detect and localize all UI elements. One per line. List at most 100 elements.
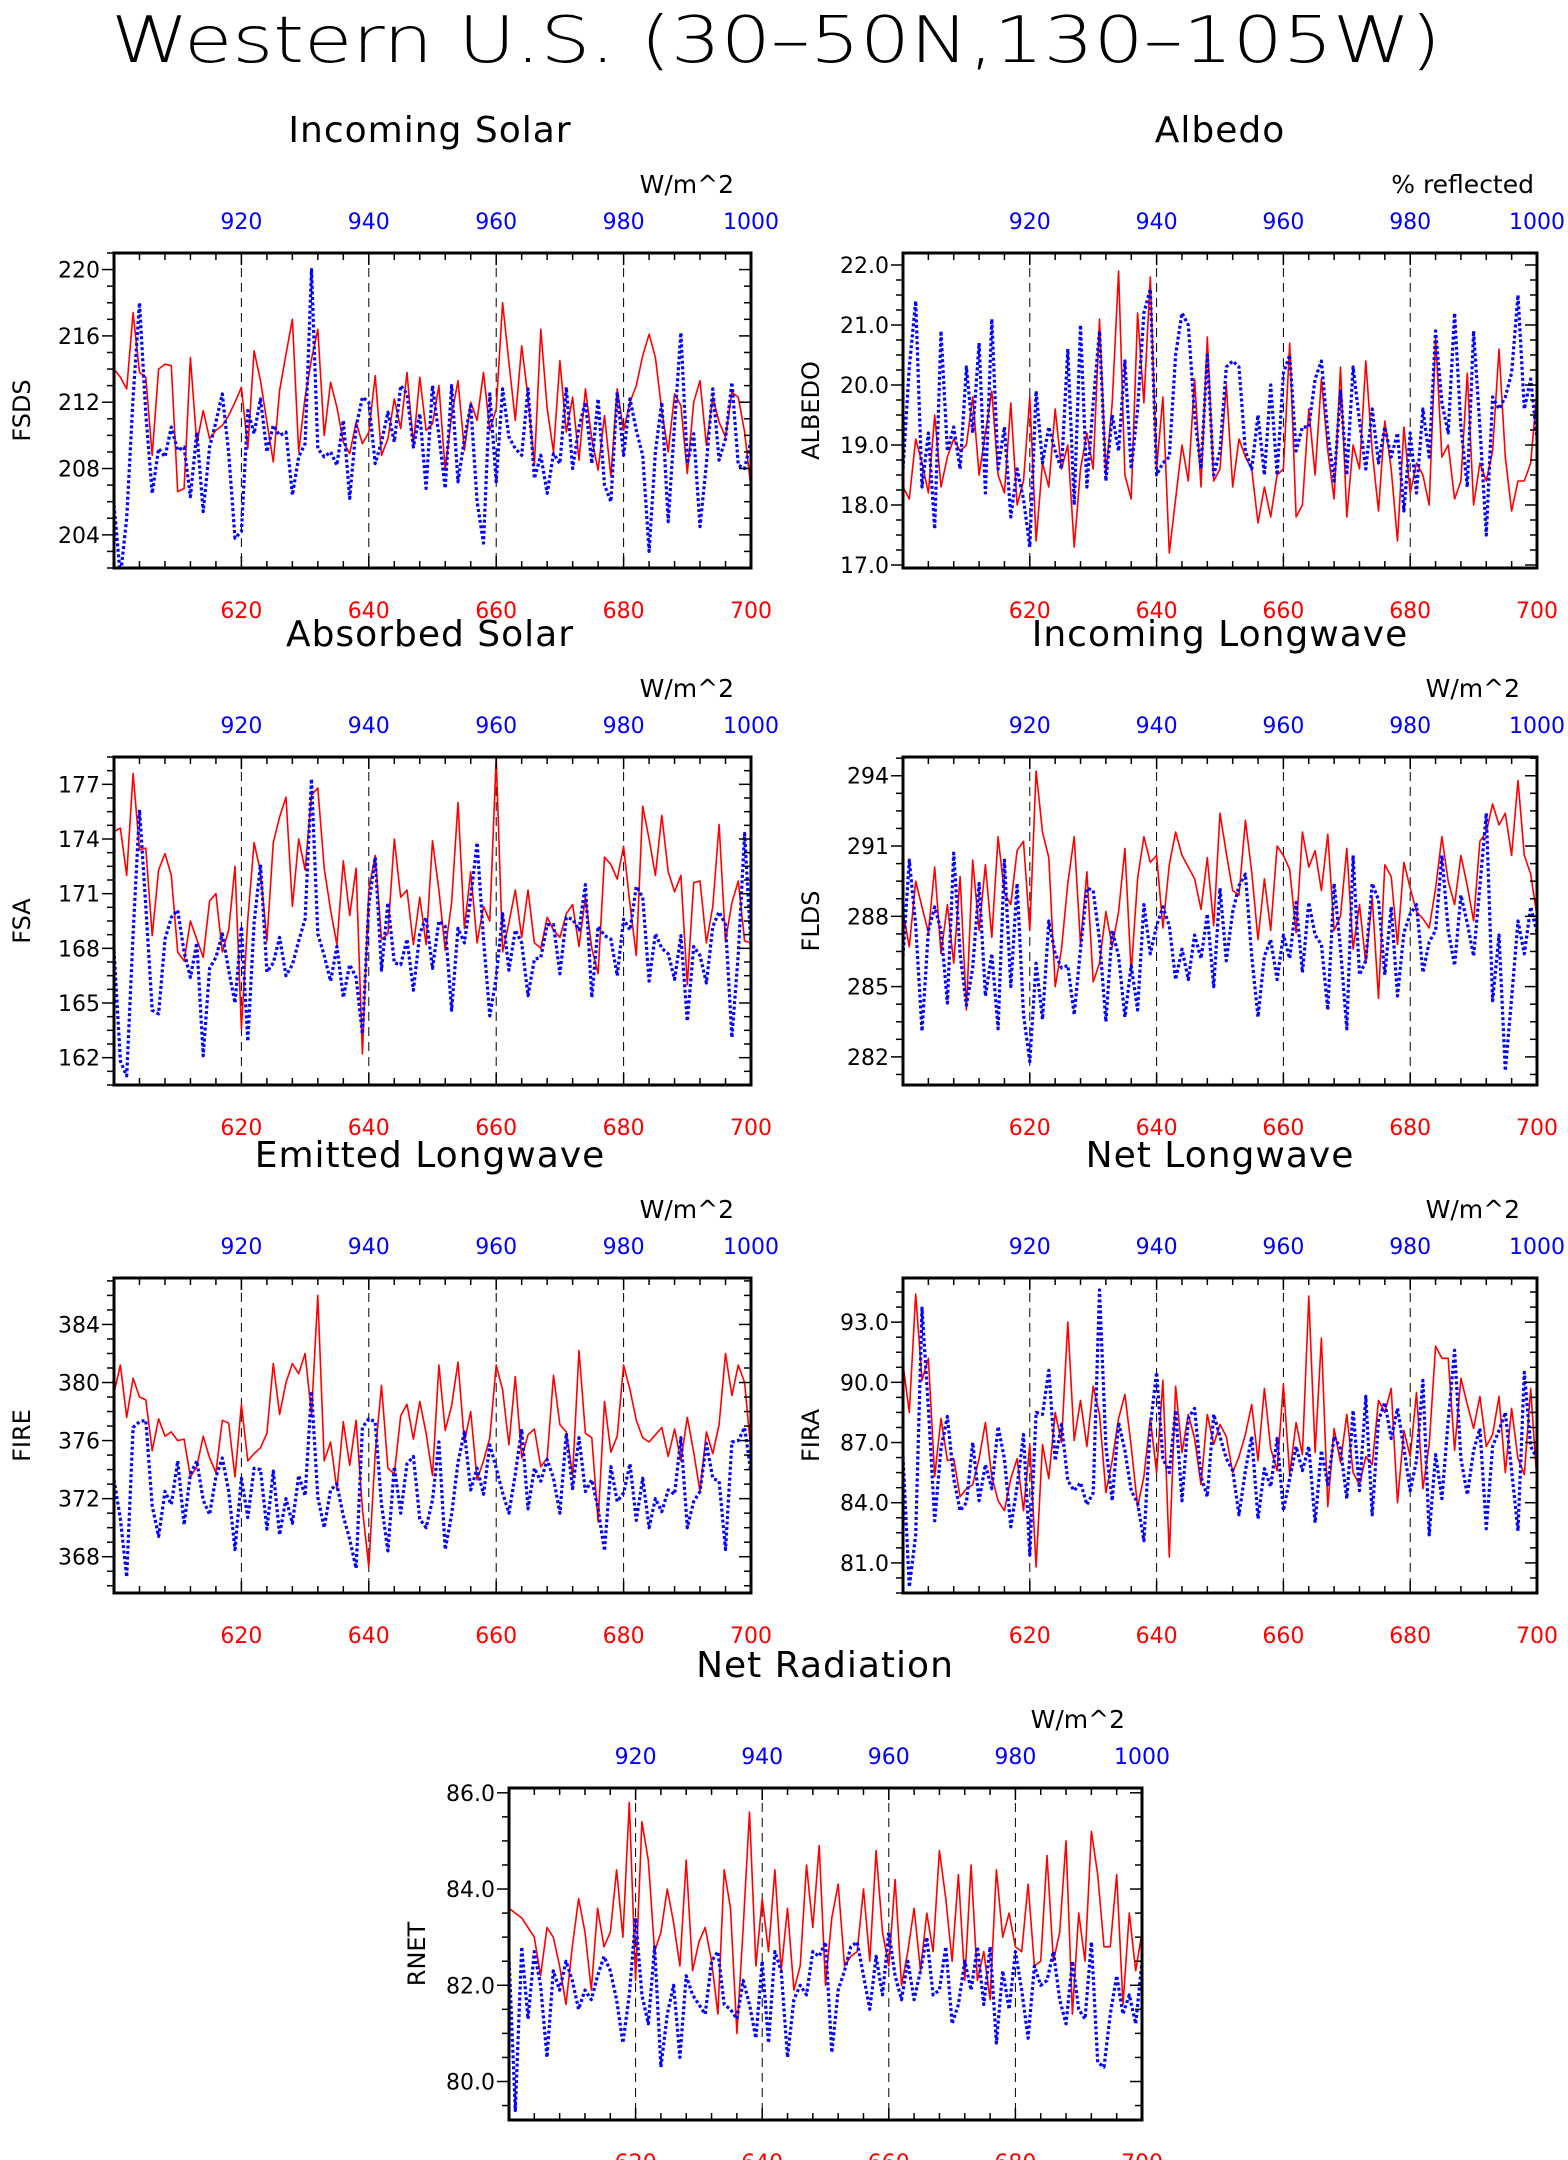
x-tick-label-top: 940: [348, 210, 390, 235]
y-tick-label: 208: [58, 458, 100, 483]
y-tick-label: 87.0: [840, 1432, 889, 1457]
x-tick-label-top: 980: [1389, 714, 1431, 739]
x-tick-label-bottom: 660: [868, 2151, 910, 2160]
x-tick-label-bottom: 680: [1389, 1624, 1431, 1649]
y-tick-label: 282: [847, 1046, 889, 1071]
y-axis-label: ALBEDO: [797, 361, 825, 460]
x-tick-label-top: 940: [741, 1745, 783, 1770]
chart-fsa: Absorbed Solar W/m^2 620 640 660 680 700 920 940…: [8, 614, 779, 1141]
blue-series-line: [114, 268, 751, 568]
y-tick-label: 90.0: [840, 1371, 889, 1396]
y-tick-label: 162: [58, 1047, 100, 1072]
y-tick-label: 171: [58, 883, 100, 908]
chart-flds: Incoming Longwave W/m^2 620 640 660 680 700 920…: [797, 614, 1565, 1141]
y-tick-label: 384: [58, 1313, 100, 1338]
red-series-line: [509, 1801, 1142, 2035]
x-tick-label-bottom: 660: [1262, 1116, 1304, 1141]
x-tick-label-bottom: 640: [1136, 1116, 1178, 1141]
y-tick-label: 204: [58, 524, 100, 549]
y-tick-label: 168: [58, 937, 100, 962]
blue-series-line: [114, 1389, 751, 1579]
x-tick-label-bottom: 640: [1136, 1624, 1178, 1649]
x-tick-label-top: 940: [1136, 1235, 1178, 1260]
x-tick-label-bottom: 700: [1516, 599, 1558, 624]
x-tick-label-top: 980: [1389, 1235, 1431, 1260]
y-tick-label: 216: [58, 325, 100, 350]
blue-series-line: [903, 287, 1537, 549]
blue-series-line: [903, 1288, 1537, 1589]
y-tick-label: 368: [58, 1546, 100, 1571]
x-tick-label-top: 980: [603, 210, 645, 235]
x-tick-label-top: 1000: [723, 714, 779, 739]
x-tick-label-top: 960: [1262, 1235, 1304, 1260]
x-tick-label-bottom: 700: [1516, 1624, 1558, 1649]
x-tick-label-top: 920: [220, 1235, 262, 1260]
x-tick-label-bottom: 660: [475, 1624, 517, 1649]
y-tick-label: 372: [58, 1488, 100, 1513]
y-tick-label: 18.0: [840, 494, 889, 519]
x-tick-label-bottom: 680: [603, 1116, 645, 1141]
blue-series-line: [903, 811, 1537, 1073]
y-tick-label: 380: [58, 1372, 100, 1397]
y-tick-label: 174: [58, 828, 100, 853]
x-tick-label-top: 980: [994, 1745, 1036, 1770]
x-tick-label-top: 940: [1136, 210, 1178, 235]
x-tick-label-bottom: 620: [1009, 1624, 1051, 1649]
y-tick-label: 82.0: [446, 1974, 495, 1999]
x-tick-label-bottom: 680: [603, 599, 645, 624]
y-axis-label: FLDS: [797, 891, 825, 952]
units-label: W/m^2: [1426, 674, 1520, 703]
y-tick-label: 212: [58, 391, 100, 416]
x-tick-label-bottom: 700: [730, 1624, 772, 1649]
chart-fire: Emitted Longwave W/m^2 620 640 660 680 700 920 9…: [8, 1135, 779, 1649]
red-series-line: [114, 1294, 751, 1568]
chart-title: Absorbed Solar: [286, 614, 574, 655]
y-tick-label: 294: [847, 765, 889, 790]
x-tick-label-bottom: 680: [994, 2151, 1036, 2160]
y-tick-label: 220: [58, 259, 100, 284]
y-tick-label: 17.0: [840, 554, 889, 579]
red-series-line: [114, 301, 751, 493]
y-axis-label: FSDS: [8, 379, 36, 441]
x-tick-label-top: 960: [868, 1745, 910, 1770]
x-tick-label-top: 960: [475, 714, 517, 739]
x-tick-label-bottom: 640: [741, 2151, 783, 2160]
x-tick-label-top: 980: [603, 1235, 645, 1260]
x-tick-label-top: 980: [1389, 210, 1431, 235]
y-tick-label: 288: [847, 905, 889, 930]
chart-rnet: Net Radiation W/m^2 620 640 660 680 700 920 940 9…: [403, 1645, 1170, 2160]
plot-frame: [901, 251, 1539, 570]
page-title-text: Western U.S. (30–50N,130–105W): [111, 4, 1441, 78]
red-series-line: [903, 270, 1537, 554]
plot-frame: [112, 251, 753, 570]
x-tick-label-bottom: 620: [615, 2151, 657, 2160]
x-tick-label-bottom: 700: [730, 599, 772, 624]
x-tick-label-top: 920: [615, 1745, 657, 1770]
red-series-line: [903, 770, 1537, 1011]
x-tick-label-top: 960: [475, 210, 517, 235]
units-label: W/m^2: [1031, 1705, 1125, 1734]
units-label: W/m^2: [1426, 1195, 1520, 1224]
chart-title: Incoming Longwave: [1032, 614, 1409, 655]
y-tick-label: 376: [58, 1430, 100, 1455]
chart-fira: Net Longwave W/m^2 620 640 660 680 700 920 940 96…: [797, 1135, 1565, 1649]
plot-frame: [901, 755, 1539, 1087]
units-label: W/m^2: [640, 170, 734, 199]
x-tick-label-bottom: 620: [1009, 599, 1051, 624]
x-tick-label-top: 1000: [1509, 714, 1565, 739]
plot-frame: [112, 1276, 753, 1595]
x-tick-label-bottom: 660: [475, 599, 517, 624]
x-tick-label-bottom: 660: [1262, 1624, 1304, 1649]
y-tick-label: 80.0: [446, 2071, 495, 2096]
x-tick-label-top: 940: [348, 714, 390, 739]
plot-frame: [507, 1786, 1144, 2122]
y-axis-label: FIRE: [8, 1409, 36, 1462]
x-tick-label-top: 960: [475, 1235, 517, 1260]
x-tick-label-bottom: 680: [603, 1624, 645, 1649]
page-title: Western U.S. (30–50N,130–105W): [0, 0, 1568, 90]
x-tick-label-bottom: 680: [1389, 1116, 1431, 1141]
x-tick-label-top: 920: [220, 714, 262, 739]
chart-title: Incoming Solar: [288, 110, 571, 151]
y-tick-label: 165: [58, 992, 100, 1017]
